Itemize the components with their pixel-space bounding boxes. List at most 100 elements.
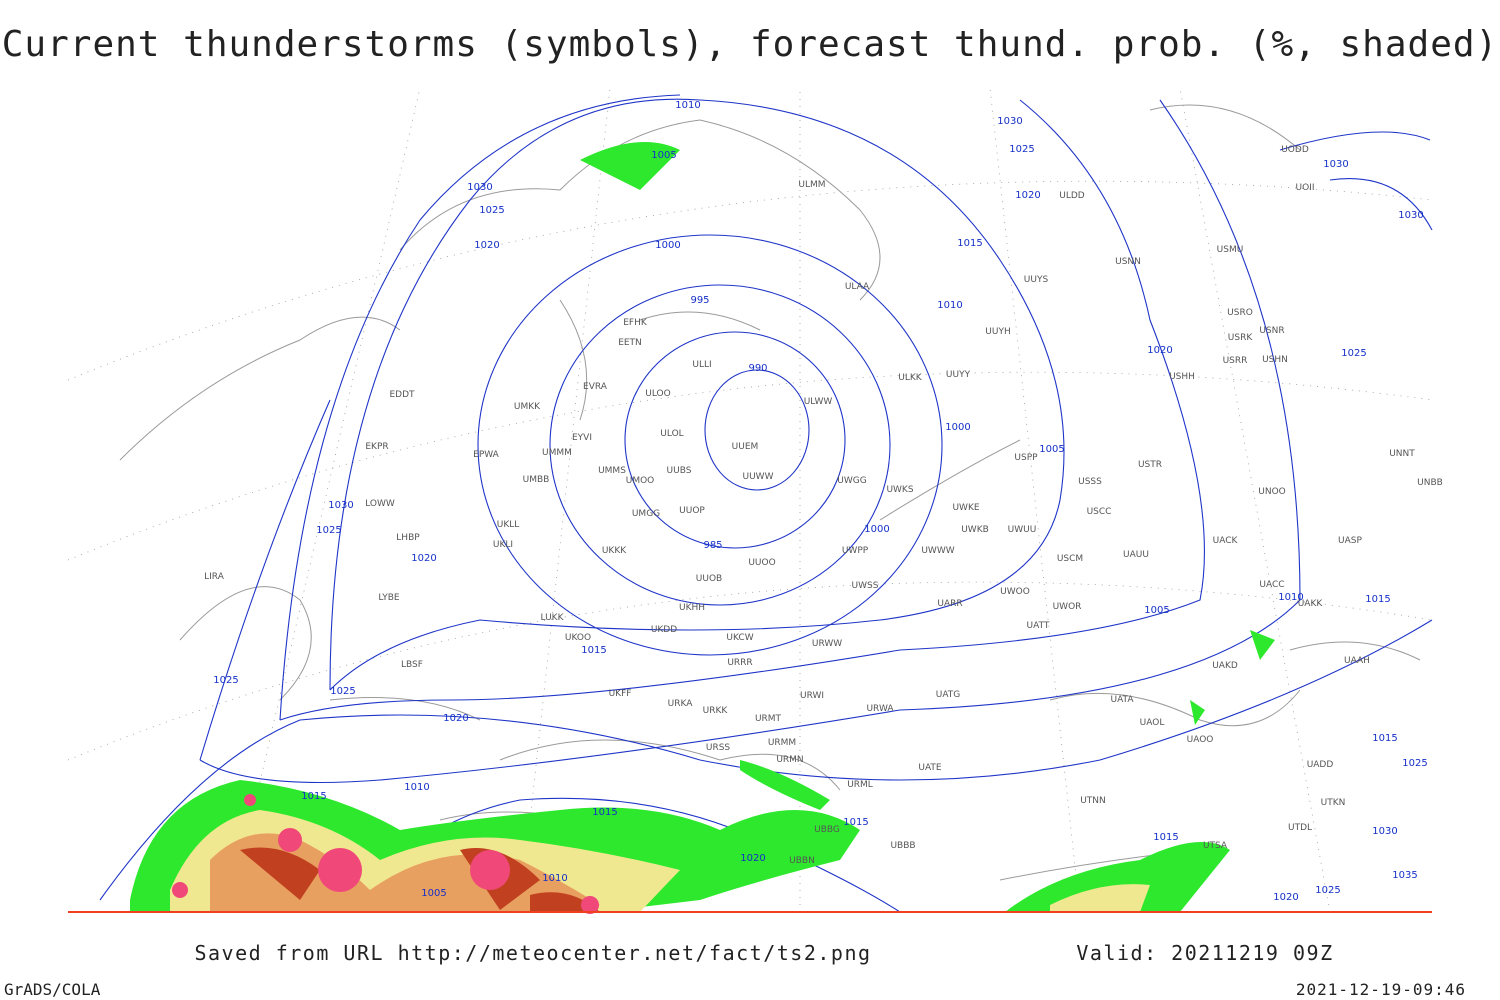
station-label: UTSA xyxy=(1203,841,1228,851)
station-label: LHBP xyxy=(396,533,420,543)
station-label: URML xyxy=(847,780,873,790)
station-label: LBSF xyxy=(401,660,423,670)
station-label: ULAA xyxy=(845,282,870,292)
station-label: UAAH xyxy=(1344,656,1370,666)
isobar-label: 1010 xyxy=(1278,592,1303,603)
station-label: UADD xyxy=(1307,760,1334,770)
isobar-label: 1015 xyxy=(957,238,982,249)
isobar-label: 1020 xyxy=(1015,190,1040,201)
isobar-label: 1020 xyxy=(411,553,436,564)
station-label: UMKK xyxy=(514,402,541,412)
station-label: URRR xyxy=(727,658,752,668)
station-label: EVRA xyxy=(583,382,608,392)
station-label: UWKS xyxy=(886,485,913,495)
isobar-label: 1020 xyxy=(1147,345,1172,356)
station-label: UOII xyxy=(1296,183,1315,193)
isobar-label: 1025 xyxy=(1009,144,1034,155)
station-label: URMN xyxy=(776,755,803,765)
station-label: UWOR xyxy=(1053,602,1082,612)
thunderstorm-symbols xyxy=(172,794,599,914)
station-label: EKPR xyxy=(365,442,388,452)
station-label: ULDD xyxy=(1059,191,1085,201)
isobar-label: 1015 xyxy=(592,807,617,818)
station-label: URWA xyxy=(866,704,894,714)
isobar-label: 1025 xyxy=(330,686,355,697)
isobar-label: 1000 xyxy=(945,422,970,433)
valid-time: Valid: 20211219 09Z xyxy=(1076,941,1333,965)
station-label: UNOO xyxy=(1258,487,1286,497)
station-label: USCM xyxy=(1057,554,1083,564)
station-label: UACK xyxy=(1213,536,1239,546)
station-label: UAKK xyxy=(1298,599,1324,609)
station-label: UTNN xyxy=(1080,796,1106,806)
station-label: UWSS xyxy=(852,581,879,591)
isobar-label: 1030 xyxy=(1398,210,1423,221)
isobar-label: 1020 xyxy=(443,713,468,724)
station-label: UACC xyxy=(1259,580,1284,590)
station-label: UAKD xyxy=(1212,661,1238,671)
map-title: Current thunderstorms (symbols), forecas… xyxy=(2,24,1498,65)
station-label: UKLL xyxy=(497,520,520,530)
isobar-label: 1015 xyxy=(843,817,868,828)
station-label: UKCW xyxy=(726,633,753,643)
isobar-label: 1025 xyxy=(213,675,238,686)
station-label: UUYH xyxy=(985,327,1010,337)
station-label: URMT xyxy=(755,714,782,724)
station-label: USNR xyxy=(1259,326,1284,336)
station-label: UODD xyxy=(1281,145,1309,155)
station-label: UKDD xyxy=(651,625,677,635)
station-label: UNBB xyxy=(1417,478,1443,488)
isobar-label: 985 xyxy=(703,540,722,551)
station-label: UUOB xyxy=(696,574,722,584)
isobar-label: 1005 xyxy=(421,888,446,899)
station-label: UUWW xyxy=(743,472,774,482)
station-label: UBBG xyxy=(814,825,840,835)
station-label: URMM xyxy=(768,738,796,748)
isobar-label: 1005 xyxy=(651,150,676,161)
isobar-label: 1000 xyxy=(864,524,889,535)
station-label: UWPP xyxy=(842,546,869,556)
isobar-label: 1025 xyxy=(1315,885,1340,896)
isobar-label: 1035 xyxy=(1392,870,1417,881)
station-label: UTDL xyxy=(1288,823,1312,833)
isobar-label: 1010 xyxy=(675,100,700,111)
station-label: ULKK xyxy=(898,373,923,383)
station-label: ULOL xyxy=(660,429,683,439)
station-label: UWUU xyxy=(1008,525,1037,535)
isobar-label: 1015 xyxy=(301,791,326,802)
timestamp: 2021-12-19-09:46 xyxy=(1296,980,1466,999)
isobar-label: 1030 xyxy=(1323,159,1348,170)
station-label: UKHH xyxy=(679,603,705,613)
isobar-label: 1025 xyxy=(316,525,341,536)
station-label: URKK xyxy=(703,706,729,716)
isobar-label: 1030 xyxy=(467,182,492,193)
software-credit: GrADS/COLA xyxy=(4,980,101,999)
station-label: UWKE xyxy=(952,503,979,513)
station-label: UMOO xyxy=(626,476,655,486)
isobar-label: 1020 xyxy=(474,240,499,251)
source-url: Saved from URL http://meteocenter.net/fa… xyxy=(194,941,871,965)
isobar-label: 1010 xyxy=(937,300,962,311)
station-label: USNN xyxy=(1115,257,1141,267)
station-label: UMBB xyxy=(523,475,550,485)
station-label: UUBS xyxy=(667,466,692,476)
station-label: UWWW xyxy=(921,546,954,556)
isobar-label: 1010 xyxy=(404,782,429,793)
station-label: USPP xyxy=(1014,453,1038,463)
station-label: UUYY xyxy=(946,370,971,380)
isobar-label: 1015 xyxy=(1372,733,1397,744)
station-label: UMMS xyxy=(598,466,626,476)
station-label: UBBB xyxy=(890,841,915,851)
isobar-label: 1015 xyxy=(1153,832,1178,843)
station-label: URWI xyxy=(800,691,824,701)
station-label: USHH xyxy=(1169,372,1195,382)
station-label: ULLI xyxy=(692,360,711,370)
station-label: UWGG xyxy=(837,476,866,486)
station-label: UKKK xyxy=(602,546,627,556)
station-label: URSS xyxy=(706,743,731,753)
isobar-label: 1005 xyxy=(1039,444,1064,455)
isobar-label: 1025 xyxy=(1341,348,1366,359)
isobar-label: 1010 xyxy=(542,873,567,884)
station-label: UATA xyxy=(1110,695,1134,705)
